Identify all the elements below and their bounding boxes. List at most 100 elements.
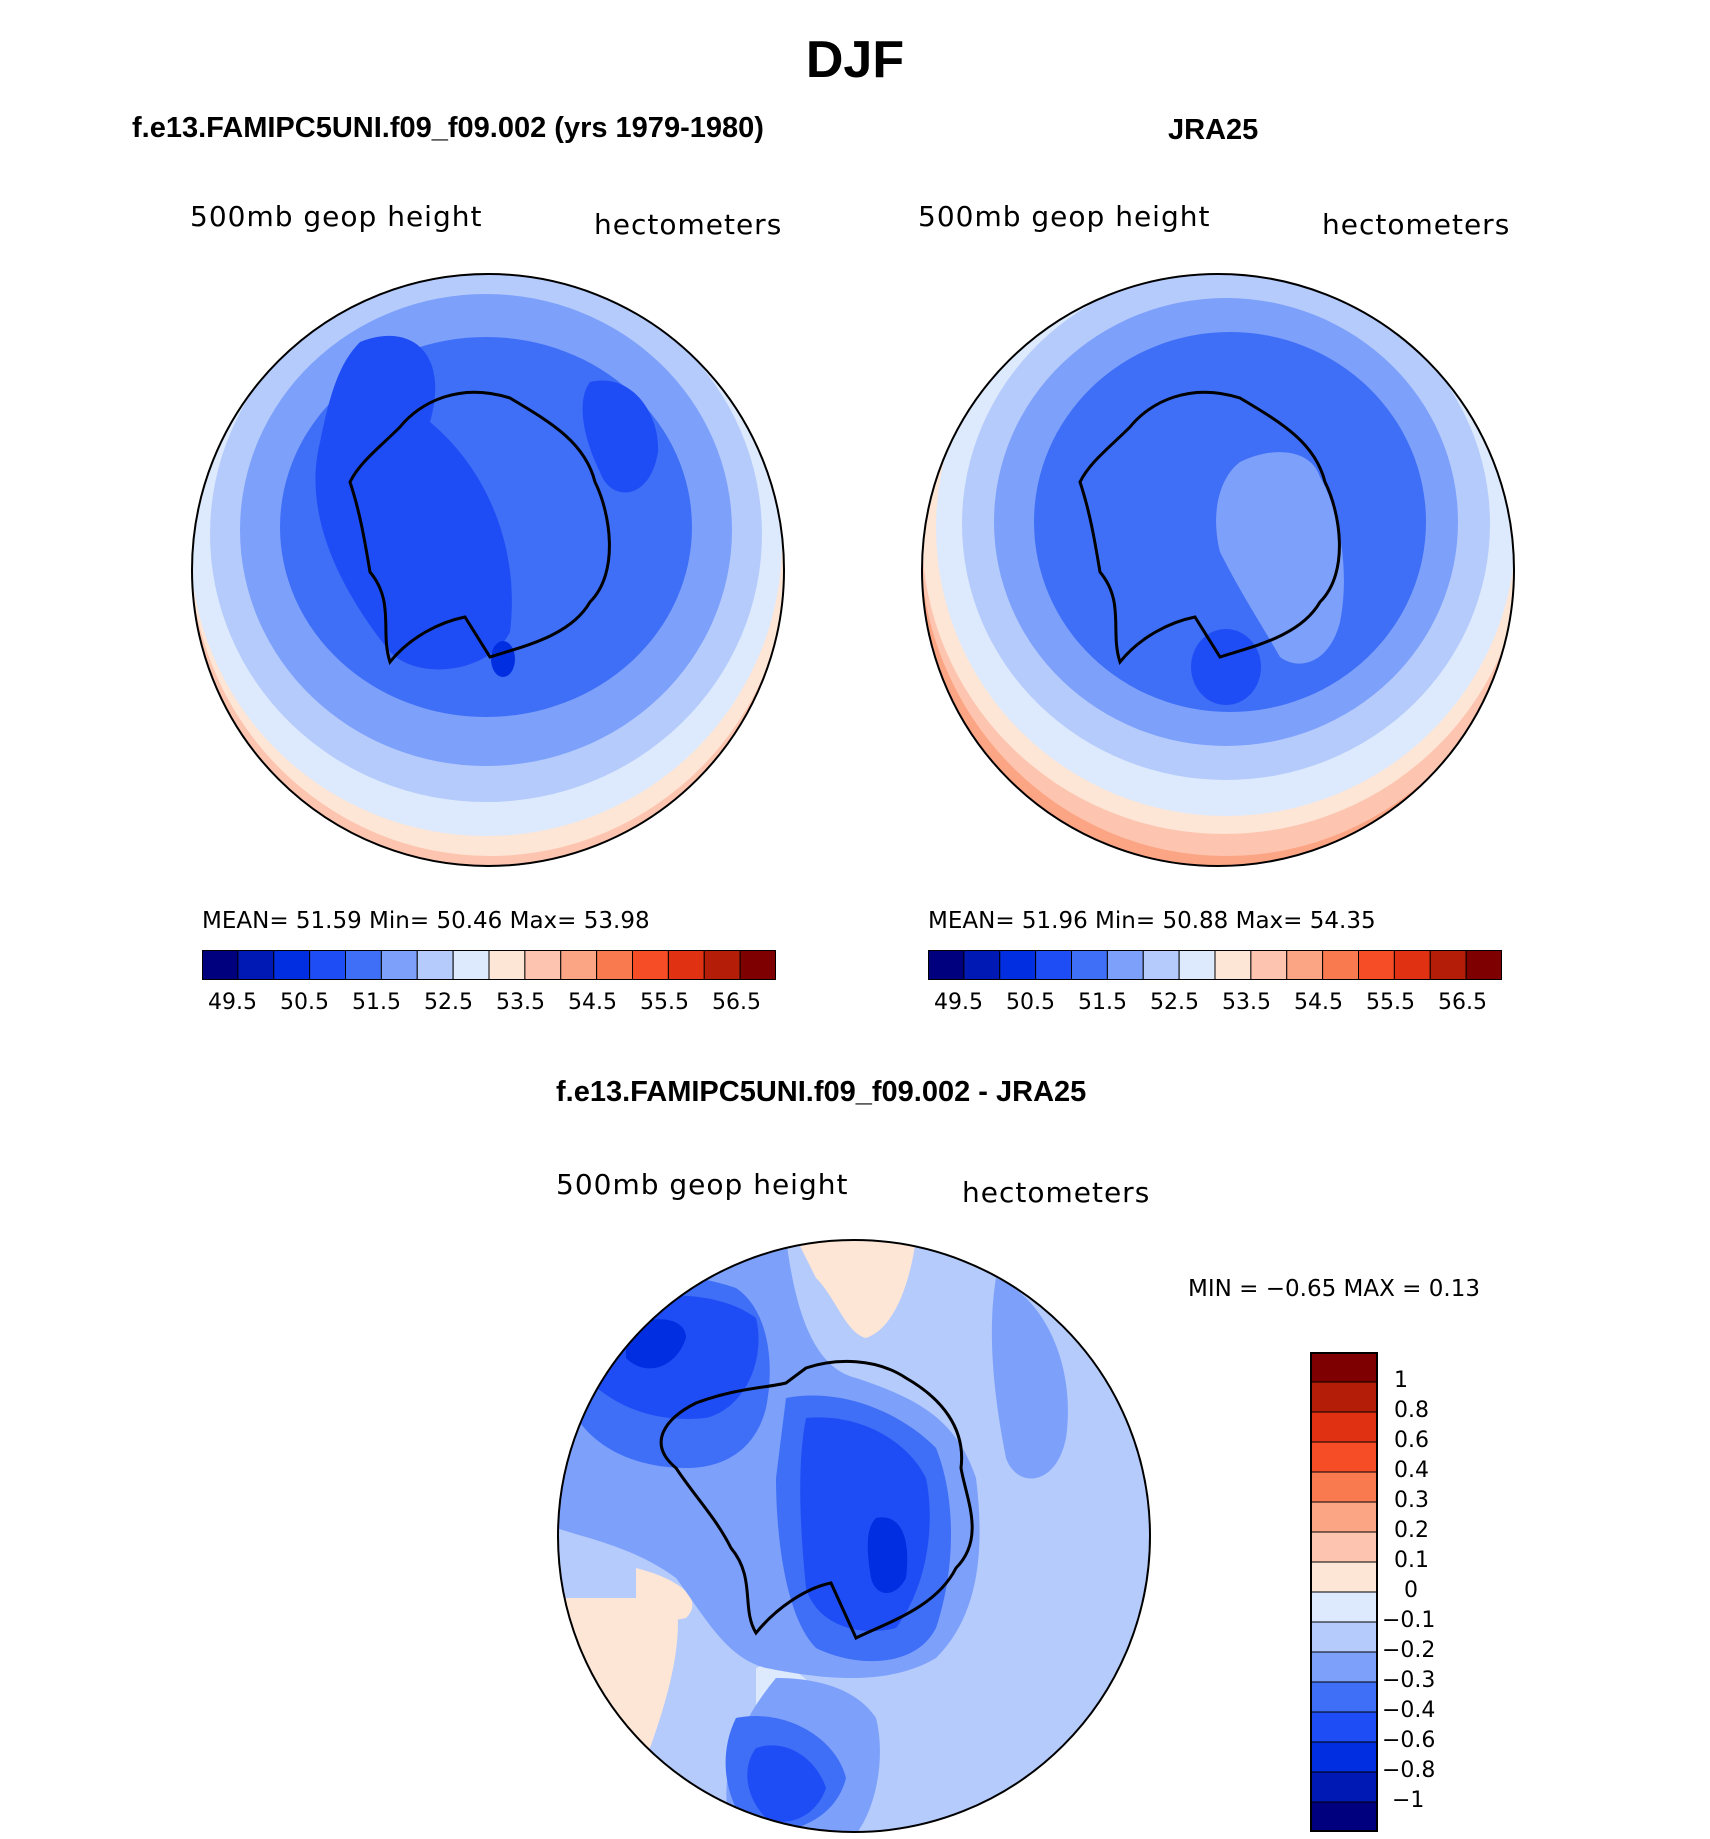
- colorbar-swatch: [380, 950, 418, 980]
- colorbar-swatch: [1465, 950, 1502, 980]
- colorbar-swatch: [1393, 950, 1431, 980]
- colorbar-tick-label: −0.1: [1382, 1608, 1436, 1633]
- colorbar-tick-label: 0.1: [1394, 1548, 1429, 1573]
- colorbar-tick-label: −0.3: [1382, 1668, 1436, 1693]
- colorbar-tick-label: −0.2: [1382, 1638, 1436, 1663]
- colorbar-swatch: [1358, 950, 1395, 980]
- panel-1-polar-map: [191, 273, 785, 867]
- colorbar-swatch: [1106, 950, 1144, 980]
- panel-2-units: hectometers: [1322, 208, 1511, 241]
- colorbar-tick-label: 52.5: [1150, 990, 1199, 1015]
- colorbar-tick-label: 56.5: [712, 990, 761, 1015]
- antarctica-coastline: [348, 390, 611, 666]
- panel-2-title: JRA25: [1168, 114, 1259, 146]
- colorbar-tick-label: 49.5: [208, 990, 257, 1015]
- colorbar-swatch: [1310, 1411, 1378, 1443]
- colorbar-swatch: [1035, 950, 1073, 980]
- colorbar-swatch: [1310, 1591, 1378, 1623]
- colorbar-swatch: [488, 950, 526, 980]
- colorbar-swatch: [560, 950, 598, 980]
- map-boundary: [921, 273, 1515, 867]
- panel-3-variable: 500mb geop height: [556, 1168, 849, 1201]
- panel-2-colorbar-labels: 49.5 50.5 51.5 52.5 53.5 54.5 55.5 56.5: [928, 990, 1502, 1020]
- colorbar-tick-label: 1: [1394, 1368, 1408, 1393]
- colorbar-swatch: [1310, 1621, 1378, 1653]
- colorbar-tick-label: 0.4: [1394, 1458, 1429, 1483]
- panel-3-title: f.e13.FAMIPC5UNI.f09_f09.002 - JRA25: [556, 1076, 1087, 1108]
- colorbar-swatch: [1310, 1352, 1378, 1383]
- colorbar-swatch: [667, 950, 705, 980]
- colorbar-swatch: [237, 950, 275, 980]
- contour-band: [582, 380, 659, 493]
- colorbar-swatch: [1310, 1561, 1378, 1593]
- colorbar-swatch: [1310, 1801, 1378, 1832]
- colorbar-swatch: [1310, 1651, 1378, 1683]
- colorbar-swatch: [739, 950, 776, 980]
- contour-band: [867, 1517, 908, 1593]
- figure-title: DJF: [805, 31, 905, 89]
- map-boundary: [191, 273, 785, 867]
- colorbar-tick-label: −1: [1392, 1788, 1425, 1813]
- colorbar-swatch: [999, 950, 1037, 980]
- colorbar-tick-label: −0.4: [1382, 1698, 1436, 1723]
- panel-1-title: f.e13.FAMIPC5UNI.f09_f09.002 (yrs 1979-1…: [132, 112, 764, 144]
- contour-band: [747, 1745, 826, 1822]
- contour-band: [315, 335, 512, 670]
- colorbar-tick-label: 51.5: [352, 990, 401, 1015]
- colorbar-tick-label: 55.5: [640, 990, 689, 1015]
- colorbar-tick-label: 55.5: [1366, 990, 1415, 1015]
- colorbar-swatch: [703, 950, 741, 980]
- panel-3-colorbar: [1310, 1352, 1378, 1832]
- colorbar-swatch: [1214, 950, 1252, 980]
- colorbar-tick-label: 0: [1404, 1578, 1418, 1603]
- panel-3-stats: MIN = −0.65 MAX = 0.13: [1188, 1276, 1480, 1302]
- panel-2-variable: 500mb geop height: [918, 200, 1211, 233]
- colorbar-swatch: [1071, 950, 1108, 980]
- colorbar-tick-label: 49.5: [934, 990, 983, 1015]
- colorbar-swatch: [1429, 950, 1467, 980]
- colorbar-swatch: [273, 950, 311, 980]
- panel-2-polar-map: [921, 273, 1515, 867]
- colorbar-tick-label: 50.5: [280, 990, 329, 1015]
- colorbar-swatch: [1310, 1381, 1378, 1413]
- antarctica-coastline: [659, 1360, 974, 1641]
- colorbar-swatch: [1310, 1681, 1378, 1713]
- colorbar-swatch: [1310, 1441, 1378, 1473]
- contour-band: [991, 1278, 1068, 1479]
- panel-1-colorbar: [202, 950, 776, 980]
- colorbar-swatch: [963, 950, 1001, 980]
- panel-1-colorbar-labels: 49.5 50.5 51.5 52.5 53.5 54.5 55.5 56.5: [202, 990, 776, 1020]
- colorbar-tick-label: 53.5: [1222, 990, 1271, 1015]
- colorbar-tick-label: 54.5: [1294, 990, 1343, 1015]
- panel-1-units: hectometers: [594, 208, 783, 241]
- colorbar-swatch: [1322, 950, 1360, 980]
- panel-3-colorbar-labels: 1 0.8 0.6 0.4 0.3 0.2 0.1 0 −0.1 −0.2 −0…: [1382, 1352, 1502, 1832]
- panel-3-polar-map: [557, 1239, 1151, 1833]
- colorbar-swatch: [202, 950, 239, 980]
- colorbar-tick-label: 56.5: [1438, 990, 1487, 1015]
- colorbar-tick-label: 54.5: [568, 990, 617, 1015]
- colorbar-swatch: [345, 950, 382, 980]
- colorbar-swatch: [452, 950, 490, 980]
- colorbar-swatch: [1310, 1501, 1378, 1533]
- colorbar-swatch: [928, 950, 965, 980]
- colorbar-swatch: [596, 950, 634, 980]
- colorbar-swatch: [1310, 1771, 1378, 1803]
- contour-band: [636, 1568, 693, 1620]
- colorbar-tick-label: 0.3: [1394, 1488, 1429, 1513]
- colorbar-tick-label: 51.5: [1078, 990, 1127, 1015]
- colorbar-tick-label: −0.6: [1382, 1728, 1436, 1753]
- colorbar-tick-label: 50.5: [1006, 990, 1055, 1015]
- colorbar-swatch: [1310, 1531, 1378, 1563]
- colorbar-swatch: [1250, 950, 1288, 980]
- colorbar-tick-label: −0.8: [1382, 1758, 1436, 1783]
- panel-1-stats: MEAN= 51.59 Min= 50.46 Max= 53.98: [202, 908, 650, 934]
- colorbar-swatch: [416, 950, 454, 980]
- colorbar-swatch: [309, 950, 347, 980]
- colorbar-tick-label: 0.8: [1394, 1398, 1429, 1423]
- map-boundary: [557, 1239, 1151, 1833]
- colorbar-swatch: [1286, 950, 1324, 980]
- colorbar-swatch: [1142, 950, 1180, 980]
- colorbar-tick-label: 53.5: [496, 990, 545, 1015]
- colorbar-swatch: [1310, 1741, 1378, 1773]
